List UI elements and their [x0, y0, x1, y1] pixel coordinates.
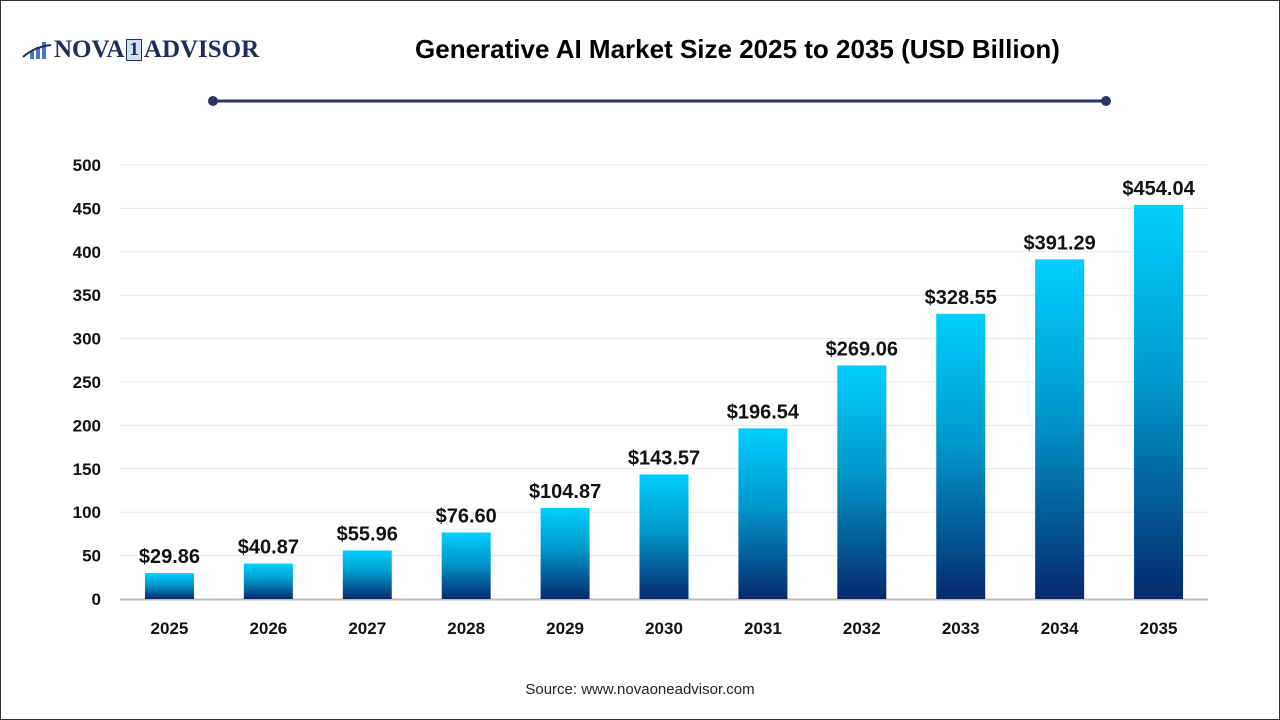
bar-2035	[1134, 204, 1184, 599]
data-label: $328.55	[925, 287, 997, 309]
y-tick-label: 250	[73, 373, 101, 392]
logo-text-nova: NOVA	[54, 36, 125, 63]
y-tick-label: 100	[73, 503, 101, 522]
data-label: $269.06	[826, 338, 898, 360]
y-tick-label: 200	[73, 416, 101, 435]
bar-2028	[441, 532, 491, 599]
bar-2025	[144, 573, 194, 599]
x-tick-label: 2035	[1140, 619, 1178, 638]
bar-2033	[936, 313, 986, 599]
x-tick-label: 2029	[546, 619, 584, 638]
y-tick-label: 0	[92, 590, 101, 609]
title-rule	[208, 96, 1111, 106]
x-tick-label: 2033	[942, 619, 980, 638]
y-tick-label: 150	[73, 460, 101, 479]
bar-2031	[738, 428, 788, 599]
nova-advisor-logo: NOVA 1 ADVISOR	[22, 36, 259, 64]
source-note: Source: www.novaoneadvisor.com	[525, 681, 755, 698]
bar-2026	[243, 563, 293, 599]
data-label: $40.87	[238, 537, 299, 559]
logo-text-advisor: ADVISOR	[143, 36, 260, 63]
bar-2032	[837, 365, 887, 599]
bar-2029	[540, 507, 590, 599]
x-tick-label: 2028	[447, 619, 485, 638]
x-tick-label: 2026	[249, 619, 287, 638]
chart-title: Generative AI Market Size 2025 to 2035 (…	[415, 34, 1060, 64]
data-label: $55.96	[337, 523, 398, 545]
x-tick-label: 2025	[151, 619, 189, 638]
x-tick-label: 2031	[744, 619, 782, 638]
data-label: $196.54	[727, 401, 800, 423]
data-label: $143.57	[628, 447, 700, 469]
x-tick-label: 2030	[645, 619, 683, 638]
x-tick-label: 2032	[843, 619, 881, 638]
bar-2030	[639, 474, 689, 599]
y-tick-label: 500	[73, 156, 101, 175]
y-tick-label: 300	[73, 330, 101, 349]
data-label: $29.86	[139, 546, 200, 568]
y-tick-label: 350	[73, 286, 101, 305]
bar-chart-logo-icon	[22, 42, 52, 59]
data-label: $454.04	[1122, 178, 1195, 200]
data-label: $76.60	[436, 506, 497, 528]
data-label: $391.29	[1023, 232, 1095, 254]
y-tick-label: 50	[82, 547, 101, 566]
x-tick-label: 2034	[1041, 619, 1079, 638]
y-tick-label: 400	[73, 243, 101, 262]
bar-2034	[1035, 259, 1085, 599]
data-label: $104.87	[529, 481, 601, 503]
logo-text-one: 1	[126, 39, 142, 61]
x-tick-label: 2027	[348, 619, 386, 638]
y-tick-label: 450	[73, 199, 101, 218]
bar-2027	[342, 550, 392, 599]
